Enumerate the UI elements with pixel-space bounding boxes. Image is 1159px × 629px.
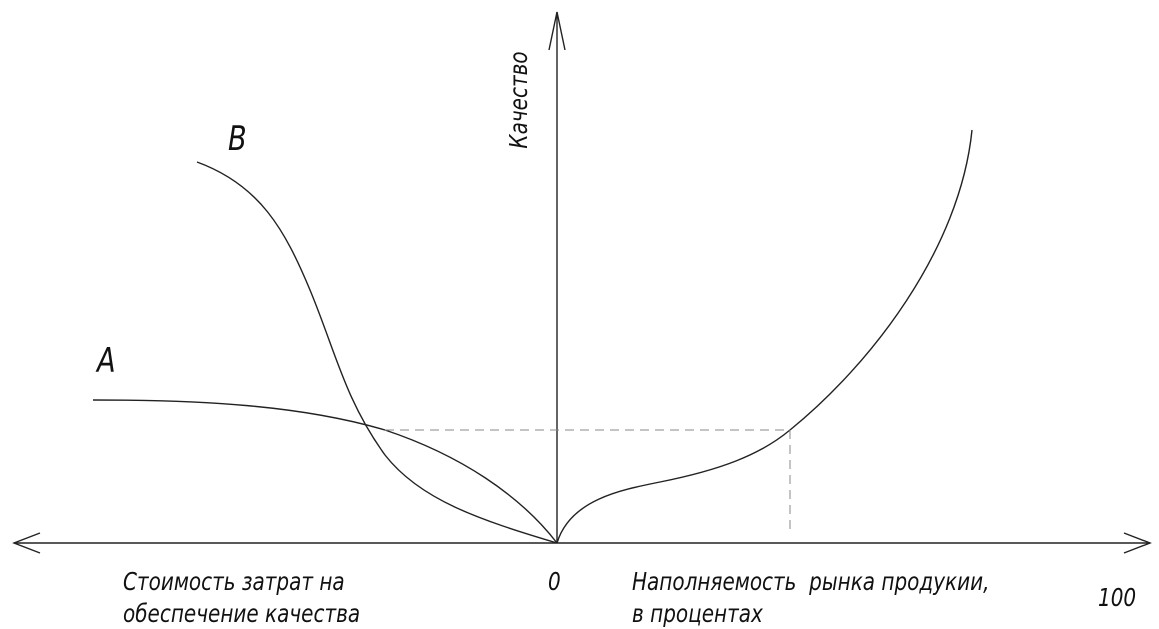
origin-label: 0 <box>548 568 561 597</box>
y-axis-label: Качество <box>505 51 534 148</box>
curve-a <box>92 399 558 544</box>
left-caption-line: обеспечение качества <box>123 600 360 629</box>
left-caption-line: Стоимость затрат на <box>123 568 345 597</box>
right-caption-line: Наполняемость рынка продукии, <box>632 568 989 597</box>
curve-b <box>196 161 558 544</box>
curve-a-label: A <box>95 341 115 381</box>
right-caption-line: в процентах <box>632 600 763 629</box>
curve-market <box>556 129 973 544</box>
x-arrow-left <box>12 532 41 554</box>
right-end-label: 100 <box>1098 584 1136 613</box>
y-arrow <box>548 11 566 51</box>
curve-b-label: B <box>228 119 247 159</box>
x-arrow-right <box>1123 532 1152 554</box>
